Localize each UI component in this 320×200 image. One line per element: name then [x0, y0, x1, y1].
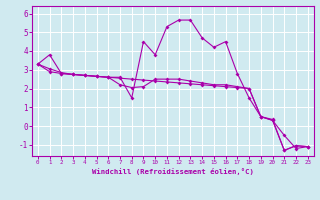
X-axis label: Windchill (Refroidissement éolien,°C): Windchill (Refroidissement éolien,°C)	[92, 168, 254, 175]
